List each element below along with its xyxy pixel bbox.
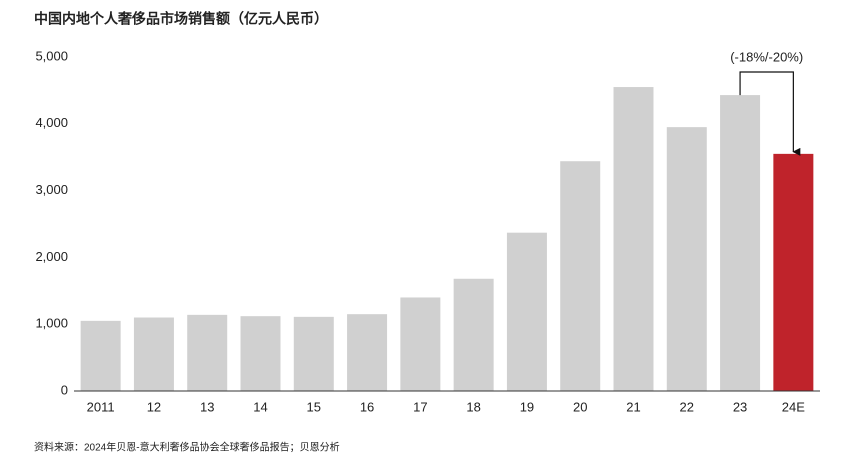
- bar: [80, 320, 121, 391]
- bar: [453, 278, 494, 391]
- x-tick-label: 15: [307, 399, 321, 414]
- bar: [133, 317, 174, 391]
- bar: [506, 232, 547, 391]
- x-tick-label: 16: [360, 399, 374, 414]
- x-tick-label: 12: [147, 399, 161, 414]
- y-tick-label: 0: [61, 382, 68, 397]
- bar: [560, 161, 601, 391]
- y-tick-label: 3,000: [35, 182, 68, 197]
- x-tick-label: 20: [573, 399, 587, 414]
- y-tick-label: 5,000: [35, 48, 68, 63]
- bar: [347, 314, 388, 391]
- bar: [293, 316, 334, 391]
- x-tick-label: 18: [466, 399, 480, 414]
- bar: [666, 127, 707, 391]
- bar: [720, 95, 761, 392]
- annotation-arrow: [739, 71, 801, 156]
- chart-title: 中国内地个人奢侈品市场销售额（亿元人民币）: [34, 11, 328, 27]
- x-tick-label: 19: [520, 399, 534, 414]
- x-tick-label: 17: [413, 399, 427, 414]
- source-note: 资料来源：2024年贝恩-意大利奢侈品协会全球奢侈品报告；贝恩分析: [34, 441, 340, 454]
- x-tick-label: 22: [680, 399, 694, 414]
- x-tick-label: 14: [253, 399, 267, 414]
- bar: [187, 314, 228, 391]
- bar: [773, 153, 814, 391]
- y-tick-label: 1,000: [35, 316, 68, 331]
- bar: [240, 316, 281, 391]
- bar: [613, 87, 654, 391]
- x-tick-label: 23: [733, 399, 747, 414]
- annotation-label: (-18%/-20%): [730, 49, 803, 64]
- y-tick-label: 4,000: [35, 115, 68, 130]
- x-tick-label: 13: [200, 399, 214, 414]
- x-tick-label: 2011: [87, 399, 115, 414]
- y-tick-label: 2,000: [35, 249, 68, 264]
- x-tick-label: 24E: [782, 399, 805, 414]
- bar: [400, 297, 441, 391]
- x-tick-label: 21: [626, 399, 640, 414]
